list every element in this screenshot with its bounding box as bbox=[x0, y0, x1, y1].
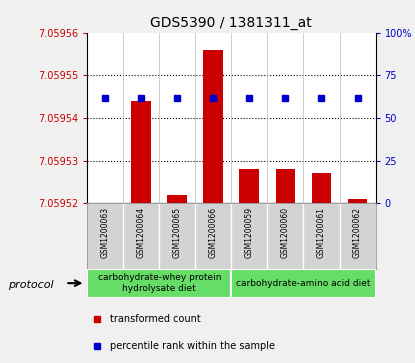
Bar bbox=[239, 169, 259, 203]
Text: GSM1200066: GSM1200066 bbox=[209, 207, 218, 258]
Text: transformed count: transformed count bbox=[110, 314, 201, 323]
Bar bbox=[131, 101, 151, 203]
Text: GSM1200060: GSM1200060 bbox=[281, 207, 290, 258]
Bar bbox=[276, 169, 295, 203]
Title: GDS5390 / 1381311_at: GDS5390 / 1381311_at bbox=[151, 16, 312, 30]
Bar bbox=[231, 269, 376, 298]
Bar bbox=[167, 195, 187, 203]
Text: GSM1200065: GSM1200065 bbox=[173, 207, 182, 258]
Text: GSM1200061: GSM1200061 bbox=[317, 207, 326, 257]
Text: protocol: protocol bbox=[8, 280, 54, 290]
Bar bbox=[203, 50, 223, 203]
Text: percentile rank within the sample: percentile rank within the sample bbox=[110, 341, 275, 351]
Text: GSM1200062: GSM1200062 bbox=[353, 207, 362, 257]
Text: GSM1200064: GSM1200064 bbox=[137, 207, 146, 258]
Text: carbohydrate-whey protein
hydrolysate diet: carbohydrate-whey protein hydrolysate di… bbox=[98, 273, 221, 293]
Bar bbox=[312, 174, 332, 203]
Bar bbox=[87, 269, 231, 298]
Text: GSM1200063: GSM1200063 bbox=[101, 207, 110, 258]
Bar bbox=[348, 199, 367, 203]
Text: GSM1200059: GSM1200059 bbox=[245, 207, 254, 258]
Text: carbohydrate-amino acid diet: carbohydrate-amino acid diet bbox=[236, 279, 371, 287]
